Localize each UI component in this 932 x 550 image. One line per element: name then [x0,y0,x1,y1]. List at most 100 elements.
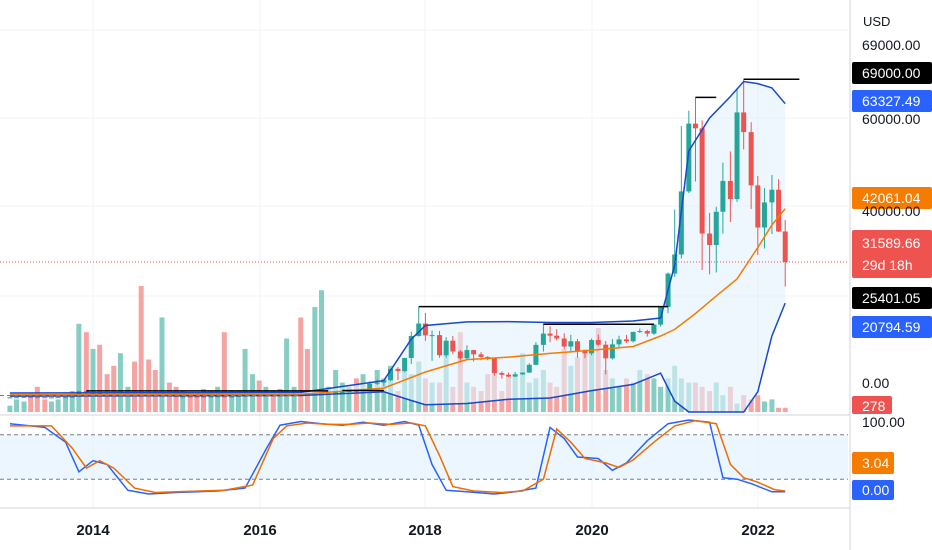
price-tag-lower-band-bg [852,316,932,338]
osc-tag-top: 100.00 [862,414,905,430]
candle-body [491,358,497,373]
candle-body [540,333,546,345]
volume-bar [159,317,165,412]
candle-body [235,396,241,398]
band-fill [9,81,786,412]
candle-body [21,396,27,398]
volume-bar [48,401,54,412]
candle-body [14,397,20,399]
candle-body [776,189,782,232]
candle-body [616,339,622,345]
candle-body [769,189,775,203]
candle-body [457,351,463,359]
osc-d-line [9,419,786,494]
volume-bar [769,399,775,412]
volume-bar [755,395,761,412]
volume-bar [658,386,664,412]
candle-body [367,383,373,390]
candle-body [478,354,484,357]
candle-body [208,396,214,398]
candle-body [381,380,387,383]
candle-body [333,392,339,394]
candle-body [69,396,75,398]
candle-body [582,351,588,354]
x-axis[interactable]: 2014 2016 2018 2020 2022 [76,522,774,539]
price-tag-upper-band-bg [852,90,932,112]
volume-bar [76,323,82,412]
candle-body [180,396,186,398]
upper-band-line [9,80,786,394]
candle-body [42,397,48,399]
price-tag-current-bg [852,230,932,278]
candle-body [692,123,698,129]
volume-bar [284,338,290,412]
candle-body [450,340,456,352]
candle-body [727,180,733,200]
candle-body [28,396,34,398]
price-tag-grid-partial-top: 60000.00 [862,111,921,127]
candle-body [741,112,747,133]
candle-body [554,335,560,339]
candle-body [221,396,227,398]
volume-bar [748,399,754,412]
volume-bar [187,395,193,412]
candle-body [395,368,401,372]
candle-body [437,335,443,356]
price-levels [0,78,848,397]
volume-bar [55,399,61,412]
candle-body [194,396,200,398]
candle-body [574,341,580,352]
candle-body [707,233,713,245]
volume-bar [644,374,650,412]
candle-body [416,323,422,336]
volume-bar [270,391,276,412]
candle-body [637,331,643,333]
price-tag-low-bg [852,287,932,309]
volume-bar [208,391,214,412]
volume-bar [637,370,643,412]
candle-body [561,338,567,347]
volume-bar [353,378,359,412]
volume-bar [291,386,297,412]
price-tag-upper-band: 63327.49 [862,93,921,109]
volume-bar [111,365,117,412]
volume-bar [83,332,89,412]
osc-k-line [9,419,786,495]
candle-body [699,128,705,234]
osc-tag-k: 3.04 [862,455,889,471]
candle-body [526,364,532,373]
volume-tag-bg [852,396,892,414]
x-tick: 2020 [575,522,608,539]
volume-bar [138,286,144,412]
candle-body [215,396,221,398]
price-tag-countdown: 29d 18h [862,257,913,273]
candle-body [512,374,518,377]
candle-body [761,202,767,228]
candle-body [609,344,615,359]
volume-bar [7,405,13,412]
price-tag-ma-bg [852,187,932,209]
candle-body [686,123,692,192]
candle-body [595,340,601,345]
candle-body [624,339,630,342]
volume-bar [173,386,179,412]
candle-body [713,211,719,245]
volume-bar [14,399,20,412]
volume-bar [221,332,227,412]
volume-bar [277,388,283,412]
candle-body [520,372,526,375]
candle-body [48,397,54,399]
volume-bar [554,386,560,412]
volume-bar [395,391,401,412]
candle-body [651,324,657,334]
volume-bar [63,395,69,412]
osc-tag-k-bg [852,452,894,474]
volume-bar [325,386,331,412]
indicator-lines [9,80,786,495]
volume-bar [339,382,345,412]
price-tag-high-bg [852,62,932,84]
volume-bar [69,391,75,412]
volume-bar [381,378,387,412]
price-tag-top-partial: 69000.00 [862,37,921,53]
